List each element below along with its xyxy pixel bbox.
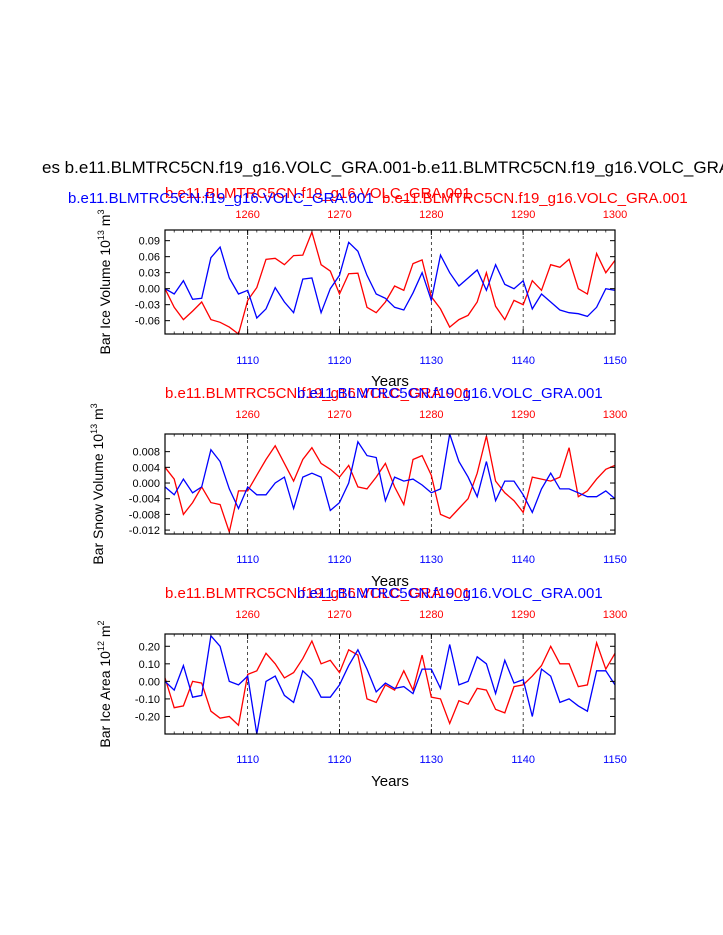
x-tick-label-bottom: 1140	[511, 554, 535, 566]
x-tick-label-bottom: 1150	[603, 355, 627, 367]
x-tick-label-top: 1280	[419, 209, 443, 221]
x-axis-label: Years	[371, 573, 409, 590]
y-tick-label: -0.008	[129, 509, 160, 521]
y-tick-label: 0.004	[132, 462, 160, 474]
y-tick-label: -0.20	[135, 711, 160, 723]
x-tick-label-top: 1270	[327, 409, 351, 421]
x-tick-label-top: 1300	[603, 409, 627, 421]
series-line-red	[164, 639, 616, 727]
y-axis-label-text: Bar Snow Volume 10	[90, 434, 106, 565]
y-tick-label: 0.008	[132, 447, 160, 459]
y-tick-label: -0.03	[135, 300, 160, 312]
plot-frame	[164, 229, 616, 335]
panel-title-blue: b.e11.BLMTRC5CN.f19_g16.VOLC_GRA.001	[68, 190, 374, 207]
y-axis-label-text: m	[97, 625, 113, 641]
panel-title-blue: b.e11.BLMTRC5CN.f19_g16.VOLC_GRA.001	[297, 385, 603, 402]
x-tick-label-bottom: 1110	[236, 754, 259, 766]
x-tick-label-bottom: 1130	[419, 355, 443, 367]
x-tick-label-bottom: 1140	[511, 754, 535, 766]
y-axis-label: Bar Ice Area 1012 m2	[96, 620, 113, 747]
x-tick-label-top: 1260	[235, 409, 259, 421]
y-axis-label: Bar Snow Volume 1013 m3	[89, 403, 106, 564]
x-tick-label-bottom: 1130	[419, 554, 443, 566]
panel-title-red: b.e11.BLMTRC5CN.f19_g16.VOLC_GRA.001	[165, 385, 471, 402]
y-tick-label: -0.012	[129, 525, 160, 537]
y-tick-label: 0.09	[139, 236, 160, 248]
y-tick-label: -0.06	[135, 316, 160, 328]
x-tick-label-top: 1270	[327, 209, 351, 221]
x-tick-label-bottom: 1140	[511, 355, 535, 367]
x-axis-label: Years	[371, 373, 409, 390]
x-tick-label-bottom: 1150	[603, 754, 627, 766]
y-tick-label: 0.06	[139, 252, 160, 264]
y-axis-label-text: m	[90, 408, 106, 424]
x-tick-label-bottom: 1120	[328, 554, 352, 566]
x-tick-label-top: 1290	[511, 209, 535, 221]
series-line-red	[164, 230, 616, 336]
y-tick-label: 0.00	[139, 676, 160, 688]
y-axis-label: Bar Ice Volume 1013 m3	[96, 210, 113, 355]
x-tick-label-top: 1280	[419, 609, 443, 621]
x-tick-label-top: 1260	[235, 609, 259, 621]
x-tick-label-top: 1290	[511, 609, 535, 621]
series-line-red	[164, 435, 616, 535]
y-axis-label-text: Bar Ice Volume 10	[97, 240, 113, 355]
panel-title-red: b.e11.BLMTRC5CN.f19_g16.VOLC_GRA.001	[165, 585, 471, 602]
x-tick-label-top: 1290	[511, 409, 535, 421]
panel-title-red-2: b.e11.BLMTRC5CN.f19_g16.VOLC_GRA.001	[382, 190, 688, 207]
y-axis-label-exponent: 13	[89, 424, 99, 434]
series-line-blue	[164, 241, 616, 320]
series-line-blue	[164, 433, 616, 514]
panel-title-red: b.e11.BLMTRC5CN.f19_g16.VOLC_GRA.001	[165, 185, 471, 202]
x-tick-label-bottom: 1120	[328, 355, 352, 367]
main-title: es b.e11.BLMTRC5CN.f19_g16.VOLC_GRA.001-…	[42, 158, 723, 177]
plot-frame	[164, 433, 616, 535]
x-tick-label-top: 1270	[327, 609, 351, 621]
y-axis-label-exponent: 13	[96, 230, 106, 240]
x-tick-label-bottom: 1120	[328, 754, 352, 766]
y-axis-label-text: Bar Ice Area 10	[97, 651, 113, 748]
x-tick-label-bottom: 1110	[236, 554, 259, 566]
y-tick-label: 0.00	[139, 284, 160, 296]
y-tick-label: 0.20	[139, 641, 160, 653]
x-tick-label-bottom: 1150	[603, 554, 627, 566]
y-tick-label: 0.000	[132, 478, 160, 490]
x-tick-label-top: 1280	[419, 409, 443, 421]
y-axis-label-exponent: 3	[96, 210, 106, 215]
y-tick-label: 0.03	[139, 268, 160, 280]
y-axis-label-exponent: 2	[96, 620, 106, 625]
x-axis-label: Years	[371, 773, 409, 790]
panel-title-blue: b.e11.BLMTRC5CN.f19_g16.VOLC_GRA.001	[297, 585, 603, 602]
x-tick-label-bottom: 1130	[419, 754, 443, 766]
x-tick-label-top: 1300	[603, 609, 627, 621]
plot-frame	[164, 633, 616, 735]
x-tick-label-bottom: 1110	[236, 355, 259, 367]
y-tick-label: -0.004	[129, 494, 160, 506]
y-axis-label-exponent: 3	[89, 403, 99, 408]
x-tick-label-top: 1300	[603, 209, 627, 221]
y-axis-label-exponent: 12	[96, 641, 106, 651]
y-axis-label-text: m	[97, 215, 113, 231]
x-tick-label-top: 1260	[235, 209, 259, 221]
series-line-blue	[164, 634, 616, 735]
y-tick-label: 0.10	[139, 659, 160, 671]
y-tick-label: -0.10	[135, 694, 160, 706]
